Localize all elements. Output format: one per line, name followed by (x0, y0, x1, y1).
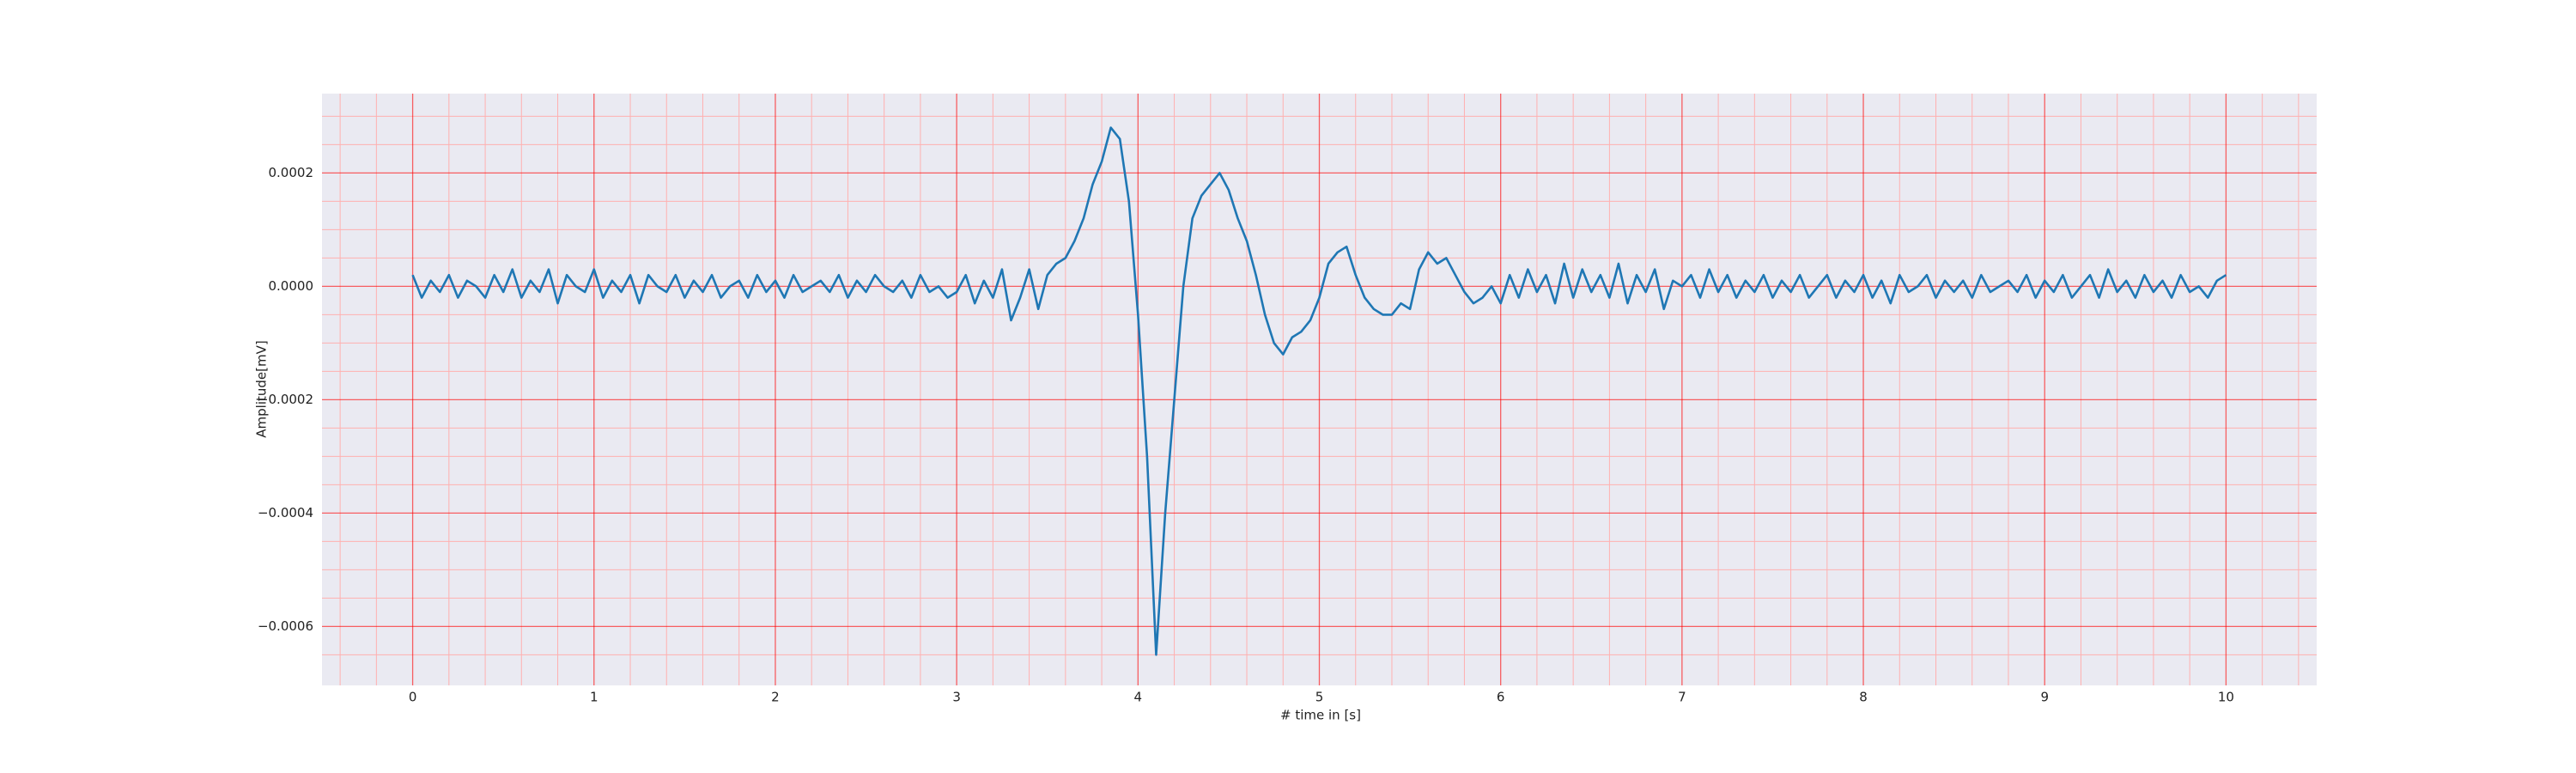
y-tick-label: −0.0002 (258, 392, 313, 407)
x-tick-label: 0 (409, 690, 417, 705)
x-tick-label: 1 (590, 690, 598, 705)
x-tick-label: 10 (2218, 690, 2234, 705)
y-tick-label: −0.0004 (258, 505, 313, 520)
x-tick-label: 2 (771, 690, 780, 705)
x-tick-label: 3 (952, 690, 961, 705)
y-tick-label: 0.0002 (269, 165, 314, 180)
x-axis-label: # time in [s] (1280, 708, 1361, 723)
x-tick-label: 9 (2040, 690, 2049, 705)
x-tick-label: 8 (1859, 690, 1868, 705)
y-tick-label: 0.0000 (269, 278, 314, 294)
x-tick-label: 5 (1315, 690, 1324, 705)
x-tick-label: 7 (1678, 690, 1686, 705)
x-tick-label: 4 (1134, 690, 1143, 705)
y-tick-label: −0.0006 (258, 618, 313, 634)
y-axis-label: Amplitude[mV] (254, 340, 270, 437)
x-tick-label: 6 (1497, 690, 1505, 705)
signal-line (411, 126, 2227, 656)
